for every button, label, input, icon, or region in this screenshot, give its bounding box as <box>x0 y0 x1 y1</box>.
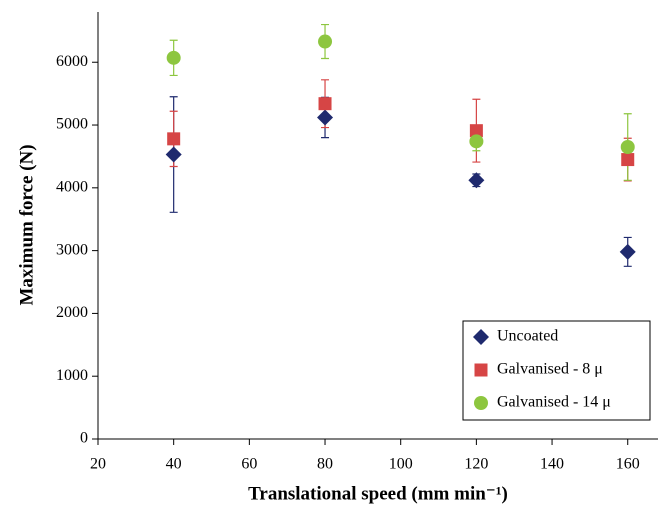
legend-label: Uncoated <box>497 328 558 345</box>
legend-marker <box>474 396 488 410</box>
y-tick-label: 4000 <box>56 178 88 195</box>
x-tick-label: 100 <box>389 456 413 473</box>
x-tick-label: 40 <box>166 456 182 473</box>
y-tick-label: 0 <box>80 430 88 447</box>
x-tick-label: 80 <box>317 456 333 473</box>
y-tick-label: 2000 <box>56 304 88 321</box>
marker <box>621 153 635 167</box>
legend-marker <box>474 363 488 377</box>
y-tick-label: 5000 <box>56 116 88 133</box>
marker <box>165 146 182 163</box>
marker <box>620 140 635 155</box>
marker <box>167 132 181 146</box>
x-tick-label: 20 <box>90 456 106 473</box>
x-tick-label: 160 <box>616 456 640 473</box>
marker <box>318 34 333 49</box>
y-tick-label: 3000 <box>56 241 88 258</box>
y-axis-title: Maximum force (N) <box>16 144 37 305</box>
marker <box>619 243 636 260</box>
y-tick-label: 1000 <box>56 367 88 384</box>
x-tick-label: 60 <box>241 456 257 473</box>
legend-box <box>462 320 651 421</box>
x-axis-title: Translational speed (mm min⁻¹) <box>248 483 508 504</box>
legend-label: Galvanised - 14 μ <box>497 394 611 411</box>
legend-label: Galvanised - 8 μ <box>497 361 603 378</box>
marker <box>317 109 334 126</box>
marker <box>468 172 485 189</box>
y-tick-label: 6000 <box>56 53 88 70</box>
marker <box>469 134 484 149</box>
legend-marker <box>473 329 489 345</box>
x-tick-label: 120 <box>464 456 488 473</box>
marker <box>166 50 181 65</box>
x-tick-label: 140 <box>540 456 564 473</box>
marker <box>318 97 332 111</box>
marker <box>469 124 483 138</box>
